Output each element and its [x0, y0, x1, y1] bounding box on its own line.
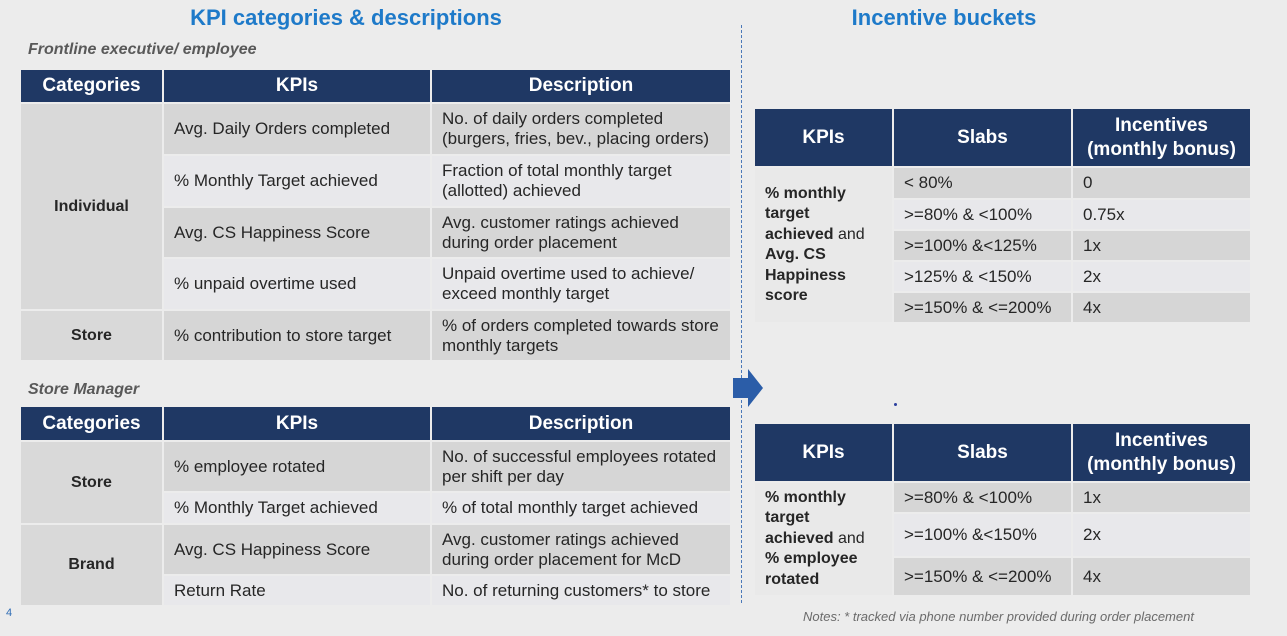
header-cell: Categories: [21, 407, 162, 440]
incentive-cell: 4x: [1073, 293, 1250, 322]
description-cell: Unpaid overtime used to achieve/ exceed …: [432, 259, 730, 309]
slab-cell: < 80%: [894, 168, 1071, 198]
incentive-cell: 2x: [1073, 262, 1250, 291]
kpi-cell: % employee rotated: [164, 442, 430, 491]
kpi-cell: % Monthly Target achieved: [164, 156, 430, 206]
kpi-part: % employee rotated: [765, 550, 858, 588]
description-cell: Fraction of total monthly target (allott…: [432, 156, 730, 206]
kpi-cell: % unpaid overtime used: [164, 259, 430, 309]
kpi-cell: Avg. CS Happiness Score: [164, 208, 430, 257]
kpi-text: % monthly target achieved and % employee…: [765, 488, 882, 591]
kpi-cell: % Monthly Target achieved: [164, 493, 430, 523]
category-cell: Individual: [21, 104, 162, 309]
description-cell: No. of returning customers* to store: [432, 576, 730, 605]
slab-cell: >=150% & <=200%: [894, 293, 1071, 322]
kpi-cell: % contribution to store target: [164, 311, 430, 360]
incentive-cell: 1x: [1073, 231, 1250, 260]
section-label: Frontline executive/ employee: [28, 41, 257, 58]
header-cell: Description: [432, 407, 730, 440]
incentive-cell: 0.75x: [1073, 200, 1250, 229]
category-cell: Brand: [21, 525, 162, 605]
description-cell: % of total monthly target achieved: [432, 493, 730, 523]
incentive-cell: 1x: [1073, 483, 1250, 512]
header-cell: Slabs: [894, 424, 1071, 481]
header-cell: Categories: [21, 70, 162, 102]
right-title: Incentive buckets: [851, 5, 1037, 30]
kpi-cell: % monthly target achieved and Avg. CS Ha…: [755, 168, 892, 322]
header-cell: Incentives (monthly bonus): [1073, 424, 1250, 481]
kpi-cell: Return Rate: [164, 576, 430, 605]
kpi-part: % monthly target achieved: [765, 184, 846, 243]
left-title: KPI categories & descriptions: [190, 5, 502, 30]
kpi-text: % monthly target achieved and Avg. CS Ha…: [765, 184, 882, 307]
incentive-cell: 0: [1073, 168, 1250, 198]
description-cell: Avg. customer ratings achieved during or…: [432, 525, 730, 574]
incentive-cell: 4x: [1073, 558, 1250, 595]
description-cell: No. of daily orders completed (burgers, …: [432, 104, 730, 154]
divider: [741, 25, 742, 603]
section-label: Store Manager: [28, 381, 140, 398]
slab-cell: >=150% & <=200%: [894, 558, 1071, 595]
description-cell: % of orders completed towards store mont…: [432, 311, 730, 360]
page-number: 4: [6, 607, 13, 619]
dot: [894, 403, 897, 406]
kpi-part: % monthly target achieved: [765, 488, 846, 547]
category-cell: Store: [21, 311, 162, 360]
kpi-part: Avg. CS Happiness score: [765, 246, 846, 304]
kpi-cell: Avg. CS Happiness Score: [164, 525, 430, 574]
kpi-part: and: [837, 529, 865, 547]
kpi-part: and: [837, 225, 865, 243]
description-cell: Avg. customer ratings achieved during or…: [432, 208, 730, 257]
description-cell: No. of successful employees rotated per …: [432, 442, 730, 491]
kpi-cell: Avg. Daily Orders completed: [164, 104, 430, 154]
header-cell: KPIs: [164, 407, 430, 440]
header-cell: Slabs: [894, 109, 1071, 166]
slab-cell: >=100% &<150%: [894, 514, 1071, 556]
header-cell: KPIs: [755, 424, 892, 481]
header-cell: KPIs: [755, 109, 892, 166]
kpi-cell: % monthly target achieved and % employee…: [755, 483, 892, 595]
incentive-cell: 2x: [1073, 514, 1250, 556]
slab-cell: >=100% &<125%: [894, 231, 1071, 260]
header-cell: Description: [432, 70, 730, 102]
slab-cell: >125% & <150%: [894, 262, 1071, 291]
arrow: [733, 369, 763, 407]
category-cell: Store: [21, 442, 162, 523]
header-cell: KPIs: [164, 70, 430, 102]
slab-cell: >=80% & <100%: [894, 200, 1071, 229]
header-cell: Incentives (monthly bonus): [1073, 109, 1250, 166]
slab-cell: >=80% & <100%: [894, 483, 1071, 512]
notes: Notes: * tracked via phone number provid…: [803, 609, 1194, 624]
